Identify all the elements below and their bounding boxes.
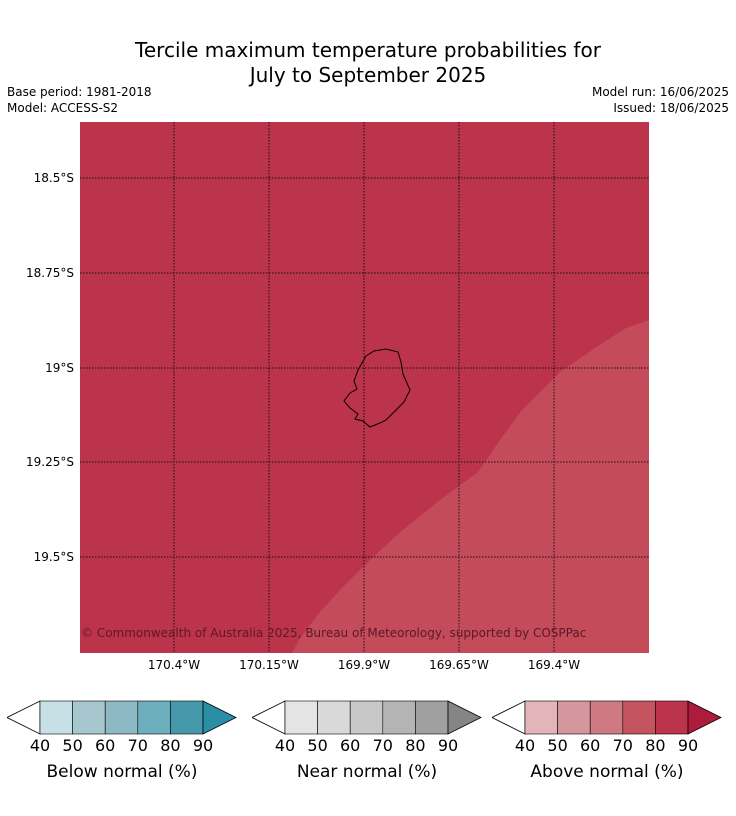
lat-label-3: 19°S [45,361,74,375]
lat-label-1: 18.5°S [33,171,74,185]
colorbar-above-label: Above normal (%) [530,762,684,782]
colorbar-near-swatch-3 [349,700,384,735]
colorbar-below-tick-60: 60 [95,736,116,755]
lat-label-4: 19.25°S [26,455,74,469]
colorbar-below-swatches [7,700,237,735]
colorbar-below: Below normal (%) 40 50 60 70 80 90 [7,700,237,790]
colorbar-below-tick-90: 90 [192,736,214,755]
colorbar-above-low-extend [492,700,526,735]
colorbar-below-swatch-2 [72,700,106,735]
lon-label-3: 169.9°W [337,658,391,672]
colorbar-near-tick-80: 80 [405,736,426,755]
lon-label-5: 169.4°W [527,658,581,672]
colorbar-near-tick-70: 70 [372,736,393,755]
title-line-2: July to September 2025 [249,63,487,87]
colorbar-below-swatch-3 [104,700,139,735]
colorbar-above-tick-40: 40 [514,736,536,755]
colorbar-below-swatch-4 [137,700,171,735]
title-line-1: Tercile maximum temperature probabilitie… [135,38,601,62]
colorbar-near-swatch-2 [317,700,351,735]
colorbar-near-tick-40: 40 [274,736,296,755]
colorbar-above-tick-90: 90 [677,736,699,755]
model-name: Model: ACCESS-S2 [7,101,119,115]
colorbar-near-swatch-5 [415,700,449,735]
colorbar-below-tick-80: 80 [160,736,181,755]
colorbar-above-swatch-2 [557,700,591,735]
colorbar-above-tick-70: 70 [612,736,633,755]
colorbar-above-tick-60: 60 [580,736,601,755]
grid-lines [80,122,649,653]
colorbar-near: Near normal (%) 40 50 60 70 80 90 [252,700,482,790]
colorbar-below-tick-70: 70 [127,736,148,755]
colorbar-near-tick-50: 50 [307,736,328,755]
colorbar-near-swatch-4 [382,700,416,735]
map-title: Tercile maximum temperature probabilitie… [0,38,736,88]
colorbar-near-tick-90: 90 [437,736,459,755]
colorbar-above-swatch-1 [524,700,558,735]
colorbar-below-label: Below normal (%) [46,762,198,782]
probability-map [80,122,649,653]
map-area-above-70 [292,320,649,653]
colorbar-below-low-extend [7,700,41,735]
copyright-notice: © Commonwealth of Australia 2025, Bureau… [81,626,587,640]
colorbar-below-tick-40: 40 [29,736,51,755]
colorbar-near-swatches [252,700,482,735]
colorbar-above-tick-80: 80 [645,736,666,755]
lon-label-4: 169.65°W [429,658,489,672]
meta-right: Model run: 16/06/2025 Issued: 18/06/2025 [592,84,729,116]
colorbar-near-label: Near normal (%) [296,762,438,782]
colorbar-below-high-extend [202,700,237,735]
colorbar-above-swatch-4 [622,700,656,735]
colorbar-near-low-extend [252,700,286,735]
colorbar-above-swatches [492,700,722,735]
lon-label-1: 170.4°W [147,658,201,672]
colorbar-near-swatch-1 [284,700,318,735]
colorbar-above-tick-50: 50 [547,736,568,755]
colorbar-below-swatch-5 [170,700,204,735]
colorbar-below-tick-50: 50 [62,736,83,755]
colorbar-above-swatch-5 [655,700,689,735]
base-period: Base period: 1981-2018 [7,85,152,99]
model-run: Model run: 16/06/2025 [591,85,729,99]
lon-label-2: 170.15°W [239,658,299,672]
issued-date: Issued: 18/06/2025 [613,101,729,115]
meta-left: Base period: 1981-2018 Model: ACCESS-S2 [7,84,152,116]
colorbar-above-high-extend [687,700,722,735]
lat-label-5: 19.5°S [33,550,74,564]
colorbar-near-high-extend [447,700,482,735]
island-outline [343,348,411,428]
colorbar-below-swatch-1 [39,700,73,735]
lat-label-2: 18.75°S [26,266,74,280]
colorbar-above: Above normal (%) 40 50 60 70 80 90 [492,700,722,790]
colorbar-above-swatch-3 [589,700,624,735]
colorbar-near-tick-60: 60 [340,736,361,755]
